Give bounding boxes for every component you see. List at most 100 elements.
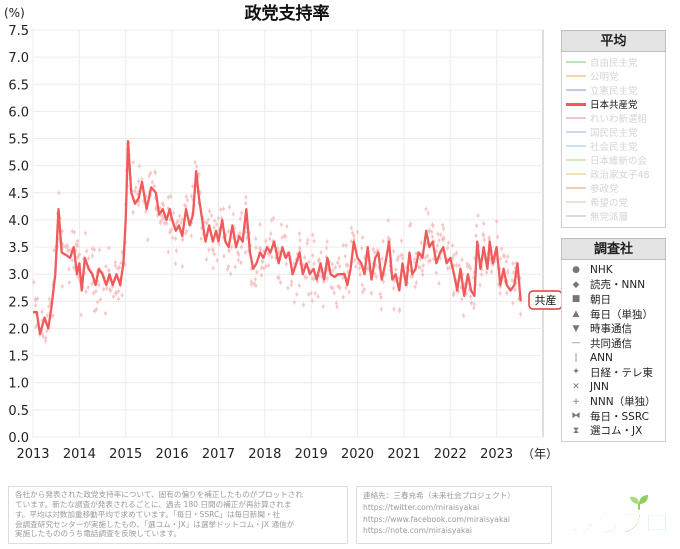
legend-average-item[interactable]: 日本維新の会 (562, 153, 665, 167)
legend-line-swatch (566, 215, 586, 217)
legend-survey-item[interactable]: ▼ 時事通信 (562, 321, 665, 336)
legend-survey-item[interactable]: ▲ 毎日（単独） (562, 307, 665, 322)
survey-point (72, 265, 76, 269)
survey-point (331, 268, 335, 272)
y-tick-label: 4.0 (8, 214, 29, 229)
survey-point (276, 247, 280, 251)
survey-point (431, 224, 435, 228)
survey-point (351, 231, 355, 235)
legend-survey-item[interactable]: ● NHK (562, 263, 665, 278)
survey-point (510, 278, 514, 282)
survey-point (269, 232, 273, 236)
survey-point (51, 313, 55, 317)
survey-point (311, 253, 315, 257)
survey-point (286, 286, 290, 290)
survey-point (154, 207, 158, 211)
twitter-link[interactable]: https://twitter.com/miraisyakai (363, 502, 480, 512)
method-note-line: す。平均は対数加重移動平均で求めています。「毎日・SSRC」は毎日新聞・社 (15, 509, 281, 519)
note-link[interactable]: https://note.com/miraisyakai (363, 526, 473, 536)
survey-point (442, 237, 446, 241)
legend-average-item[interactable]: れいわ新選組 (562, 111, 665, 125)
survey-point (72, 230, 76, 234)
survey-point (98, 297, 102, 301)
survey-point (264, 239, 268, 243)
legend-survey-item[interactable]: ✦ 日経・テレ東 (562, 365, 665, 380)
survey-point (472, 306, 476, 310)
survey-point (381, 239, 385, 243)
legend-average-item[interactable]: 日本共産党 (562, 97, 665, 111)
survey-point (301, 303, 305, 307)
legend-average-item[interactable]: 参政党 (562, 181, 665, 195)
survey-point (421, 273, 425, 277)
survey-point (134, 186, 138, 190)
survey-point (500, 247, 504, 251)
survey-point (45, 329, 49, 333)
survey-point (465, 262, 469, 266)
legend-survey-item[interactable]: + NNN（単独） (562, 394, 665, 409)
survey-point (227, 265, 231, 269)
legend-survey-item[interactable]: ⧓ 毎日・SSRC (562, 409, 665, 424)
legend-survey-item[interactable]: ✕ JNN (562, 380, 665, 395)
legend-average-item[interactable]: 社会民主党 (562, 139, 665, 153)
survey-point (321, 304, 325, 308)
survey-point (244, 201, 248, 205)
survey-point (495, 220, 499, 224)
survey-point (285, 224, 289, 228)
survey-point (401, 253, 405, 257)
survey-point (47, 304, 51, 308)
legend-survey-item[interactable]: ■ 朝日 (562, 292, 665, 307)
survey-point (190, 194, 194, 198)
survey-point (229, 272, 233, 276)
y-tick-label: 2.0 (8, 322, 29, 337)
survey-point (94, 307, 98, 311)
survey-point (388, 237, 392, 241)
method-note-line: 各社から発表された政党支持率について、固有の偏りを補正したものがプロットされ (15, 490, 303, 499)
survey-point (117, 289, 121, 293)
survey-point (113, 264, 117, 268)
survey-point (174, 221, 178, 225)
legend-average-item[interactable]: 公明党 (562, 69, 665, 83)
survey-point (131, 160, 135, 164)
survey-point (236, 251, 240, 255)
legend-survey-item[interactable]: — 共同通信 (562, 336, 665, 351)
survey-point (133, 190, 137, 194)
chart-title: 政党支持率 (245, 3, 330, 24)
legend-average-item[interactable]: 希望の党 (562, 195, 665, 209)
survey-point (506, 254, 510, 258)
survey-point (379, 307, 383, 311)
facebook-link[interactable]: https://www.facebook.com/miraisyakai (363, 514, 510, 524)
survey-point (459, 286, 463, 290)
series-line-jcp (33, 140, 522, 336)
survey-point (332, 291, 336, 295)
survey-point (254, 237, 258, 241)
survey-point (150, 180, 154, 184)
legend-average-item[interactable]: 立憲民主党 (562, 83, 665, 97)
survey-point (76, 239, 80, 243)
legend-average-item[interactable]: 無党派層 (562, 209, 665, 223)
legend-label: 無党派層 (590, 212, 629, 223)
legend-survey-item[interactable]: ◆ 読売・NNN (562, 278, 665, 293)
legend-label: JNN (590, 381, 609, 394)
survey-point (34, 325, 38, 329)
legend-average-item[interactable]: 政治家女子48 (562, 167, 665, 181)
survey-point (371, 247, 375, 251)
survey-point (435, 244, 439, 248)
legend-survey-item[interactable]: | ANN (562, 351, 665, 366)
survey-point (85, 249, 89, 253)
survey-point (392, 307, 396, 311)
survey-point (254, 284, 258, 288)
survey-point (284, 262, 288, 266)
survey-point (336, 284, 340, 288)
survey-point (360, 283, 364, 287)
legend-average-item[interactable]: 自由民主党 (562, 55, 665, 69)
legend-label: 共同通信 (590, 337, 632, 350)
survey-point (374, 275, 378, 279)
survey-point (380, 257, 384, 261)
survey-point (499, 257, 503, 261)
survey-point (319, 250, 323, 254)
legend-average-item[interactable]: 国民民主党 (562, 125, 665, 139)
survey-point (92, 309, 96, 313)
legend-survey-item[interactable]: ⧗ 選コム・JX (562, 424, 665, 439)
survey-point (210, 214, 214, 218)
legend-line-swatch (566, 75, 586, 77)
